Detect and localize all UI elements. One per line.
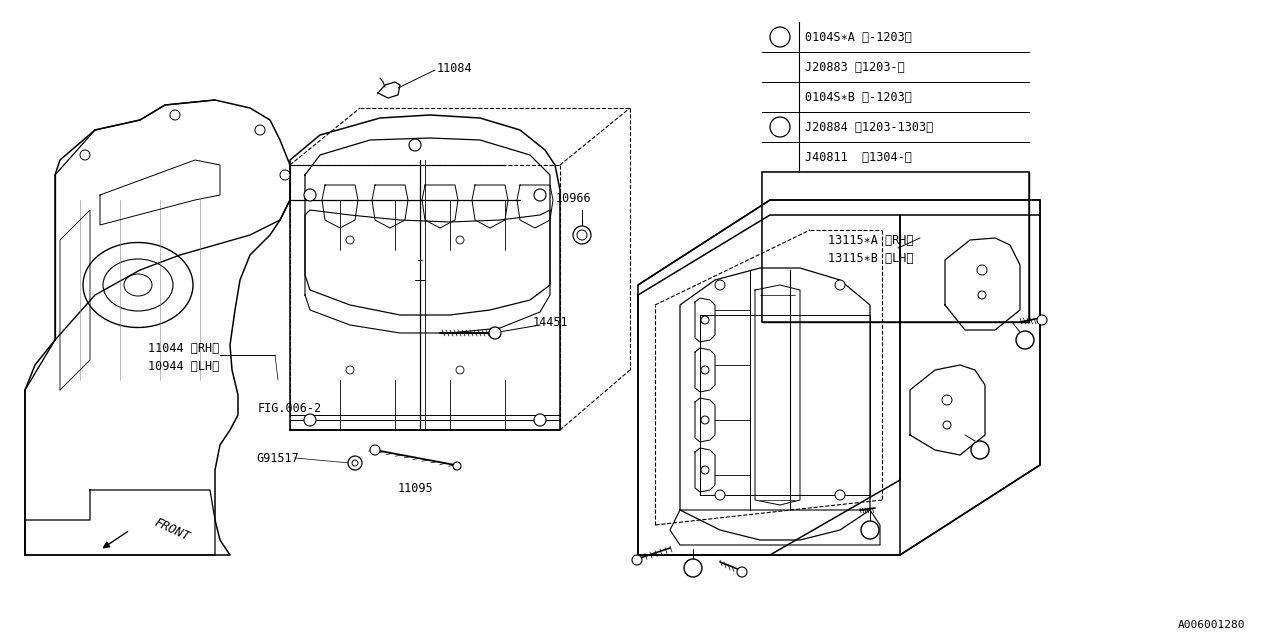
Circle shape [835, 490, 845, 500]
Circle shape [305, 189, 316, 201]
Circle shape [737, 567, 748, 577]
Text: 11044 〈RH〉: 11044 〈RH〉 [148, 342, 219, 355]
Text: 2: 2 [690, 563, 696, 573]
Circle shape [632, 555, 643, 565]
Circle shape [410, 139, 421, 151]
Circle shape [352, 460, 358, 466]
Circle shape [972, 441, 989, 459]
Ellipse shape [83, 243, 193, 328]
Circle shape [1016, 331, 1034, 349]
Text: 2: 2 [777, 120, 783, 134]
Circle shape [456, 236, 465, 244]
Text: FRONT: FRONT [152, 516, 192, 544]
Ellipse shape [124, 274, 152, 296]
Text: FIG.006-2: FIG.006-2 [259, 401, 323, 415]
Circle shape [577, 230, 588, 240]
Circle shape [701, 416, 709, 424]
Circle shape [370, 445, 380, 455]
Circle shape [348, 456, 362, 470]
Circle shape [280, 170, 291, 180]
Circle shape [716, 490, 724, 500]
Circle shape [771, 27, 790, 47]
Circle shape [771, 117, 790, 137]
Circle shape [701, 366, 709, 374]
Circle shape [170, 110, 180, 120]
Text: 11084: 11084 [436, 61, 472, 74]
Bar [762, 172, 1029, 322]
Ellipse shape [102, 259, 173, 311]
Circle shape [534, 189, 547, 201]
Circle shape [701, 316, 709, 324]
Bar [762, 172, 1029, 322]
Text: 13115∗A 〈RH〉: 13115∗A 〈RH〉 [828, 234, 914, 246]
Text: G91517: G91517 [256, 451, 298, 465]
Circle shape [701, 466, 709, 474]
Circle shape [346, 366, 355, 374]
Circle shape [942, 395, 952, 405]
Text: 0104S∗B （-1203）: 0104S∗B （-1203） [805, 90, 911, 104]
Circle shape [346, 236, 355, 244]
Text: 10966: 10966 [556, 191, 591, 205]
Text: A006001280: A006001280 [1178, 620, 1245, 630]
Circle shape [453, 462, 461, 470]
Text: J20884 （1203-1303）: J20884 （1203-1303） [805, 120, 933, 134]
Circle shape [255, 125, 265, 135]
Circle shape [1037, 315, 1047, 325]
Text: 1: 1 [867, 525, 873, 535]
Circle shape [489, 327, 500, 339]
Circle shape [716, 280, 724, 290]
Text: 11095: 11095 [397, 481, 433, 495]
Circle shape [978, 291, 986, 299]
Circle shape [305, 414, 316, 426]
Text: 0104S∗A （-1203）: 0104S∗A （-1203） [805, 31, 911, 44]
Circle shape [684, 559, 701, 577]
Text: 13115∗B 〈LH〉: 13115∗B 〈LH〉 [828, 252, 914, 264]
Text: 1: 1 [1021, 335, 1028, 345]
Circle shape [977, 265, 987, 275]
Circle shape [835, 280, 845, 290]
Circle shape [573, 226, 591, 244]
Circle shape [861, 521, 879, 539]
Circle shape [456, 366, 465, 374]
Text: J20883 （1203-）: J20883 （1203-） [805, 61, 905, 74]
Circle shape [534, 414, 547, 426]
Text: 1: 1 [977, 445, 983, 455]
Text: 1: 1 [777, 31, 783, 44]
Text: 14451: 14451 [532, 316, 568, 328]
Text: 10944 〈LH〉: 10944 〈LH〉 [148, 360, 219, 372]
Circle shape [943, 421, 951, 429]
Circle shape [81, 150, 90, 160]
Text: J40811  （1304-）: J40811 （1304-） [805, 150, 911, 163]
